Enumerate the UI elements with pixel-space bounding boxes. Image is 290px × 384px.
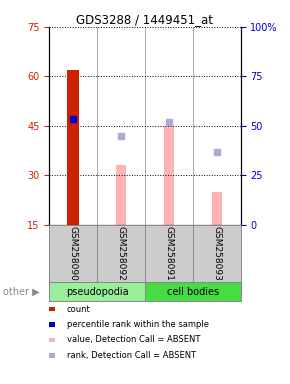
Bar bbox=[49, 225, 97, 282]
Bar bbox=[116, 166, 126, 225]
Bar bbox=[49, 282, 145, 301]
Text: pseudopodia: pseudopodia bbox=[66, 287, 128, 297]
Text: percentile rank within the sample: percentile rank within the sample bbox=[67, 320, 209, 329]
Text: GSM258092: GSM258092 bbox=[117, 227, 126, 281]
Bar bbox=[193, 225, 241, 282]
Title: GDS3288 / 1449451_at: GDS3288 / 1449451_at bbox=[77, 13, 213, 26]
Bar bbox=[97, 225, 145, 282]
Bar bbox=[67, 70, 79, 225]
Text: GSM258093: GSM258093 bbox=[212, 227, 221, 281]
Text: GSM258091: GSM258091 bbox=[164, 227, 173, 281]
Bar bbox=[145, 225, 193, 282]
Text: count: count bbox=[67, 305, 90, 314]
Bar bbox=[211, 192, 222, 225]
Bar bbox=[145, 282, 241, 301]
Bar bbox=[164, 126, 174, 225]
Text: value, Detection Call = ABSENT: value, Detection Call = ABSENT bbox=[67, 335, 200, 344]
Text: rank, Detection Call = ABSENT: rank, Detection Call = ABSENT bbox=[67, 351, 196, 360]
Text: GSM258090: GSM258090 bbox=[69, 227, 78, 281]
Text: cell bodies: cell bodies bbox=[167, 287, 219, 297]
Text: other ▶: other ▶ bbox=[3, 287, 39, 297]
